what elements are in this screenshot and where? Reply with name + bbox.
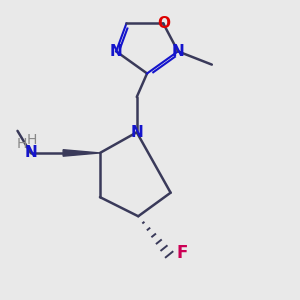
Text: N: N — [172, 44, 184, 59]
Text: N: N — [24, 146, 37, 160]
Text: F: F — [176, 244, 188, 262]
Text: N: N — [130, 125, 143, 140]
Text: O: O — [157, 16, 170, 31]
Text: N: N — [110, 44, 122, 59]
Text: H: H — [17, 137, 27, 151]
Polygon shape — [63, 150, 100, 156]
Text: H: H — [27, 133, 38, 147]
